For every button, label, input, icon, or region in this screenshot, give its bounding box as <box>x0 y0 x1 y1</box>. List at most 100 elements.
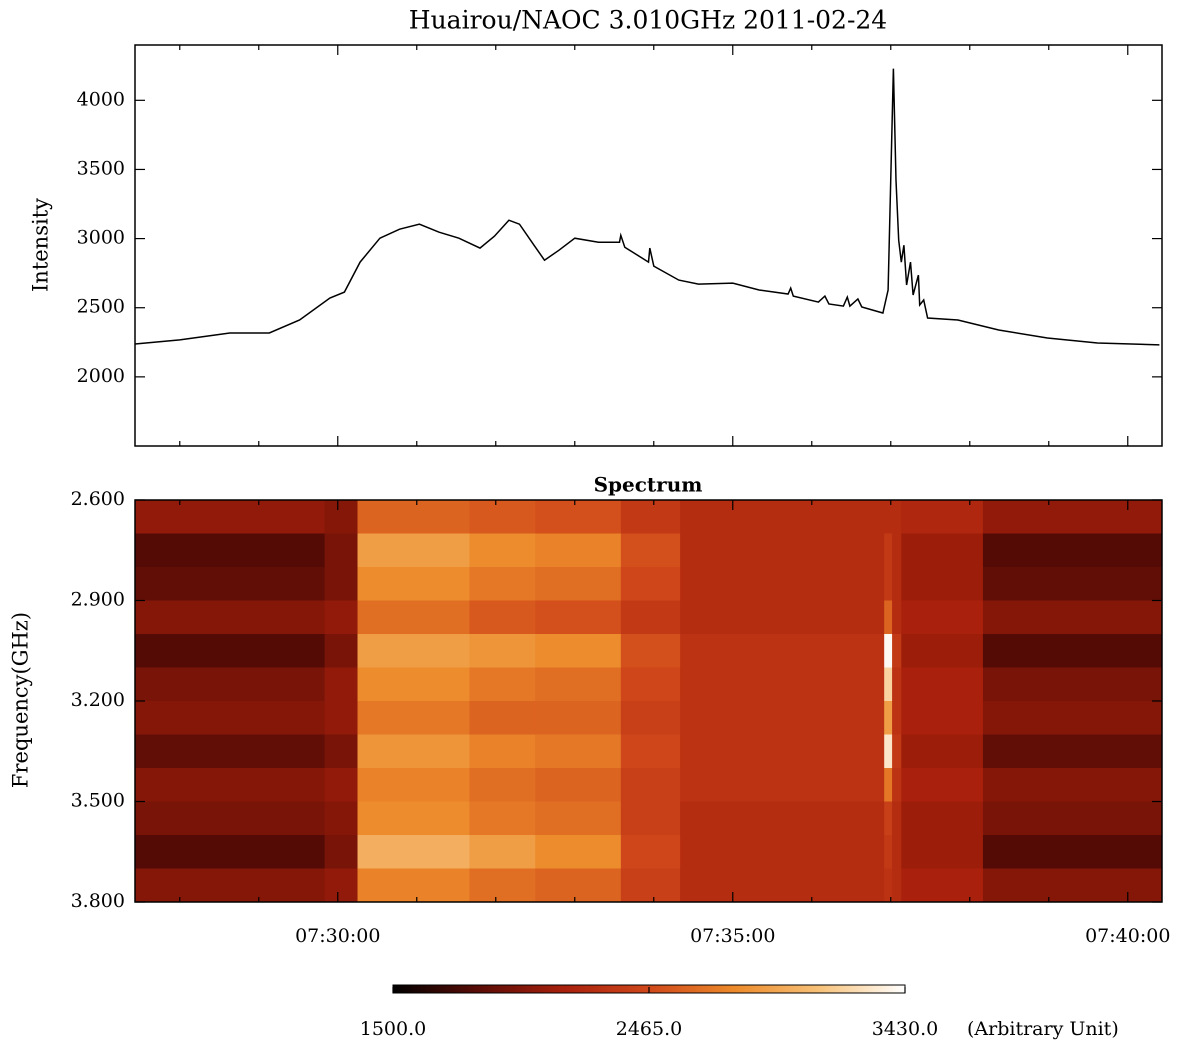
heatmap-cell <box>892 768 902 802</box>
y-axis-label: Frequency(GHz) <box>9 612 33 788</box>
heatmap-cell <box>357 667 470 702</box>
heatmap-cell <box>324 835 359 869</box>
heatmap-cell <box>135 734 326 769</box>
heatmap-cell <box>884 634 893 668</box>
heatmap-cell <box>982 868 1163 903</box>
heatmap-cell <box>469 868 536 903</box>
heatmap-cell <box>884 768 893 802</box>
heatmap-cell <box>324 567 359 601</box>
heatmap-cell <box>324 868 359 903</box>
heatmap-cell <box>901 667 984 702</box>
heatmap-cell <box>982 600 1163 635</box>
heatmap-cell <box>324 667 359 702</box>
heatmap-cell <box>982 567 1163 601</box>
heatmap-cell <box>892 533 902 568</box>
plot-frame <box>134 44 1163 447</box>
heatmap-cell <box>884 801 893 836</box>
heatmap-cell <box>535 801 622 836</box>
heatmap-cell <box>620 533 681 568</box>
heatmap-cell <box>357 768 470 802</box>
heatmap-cell <box>892 734 902 769</box>
heatmap-cell <box>620 734 681 769</box>
heatmap-cell <box>884 868 893 903</box>
heatmap-cell <box>901 768 984 802</box>
heatmap-cell <box>680 801 885 836</box>
heatmap-cell <box>535 868 622 903</box>
heatmap-cell <box>324 500 359 534</box>
heatmap-cell <box>901 500 984 534</box>
heatmap-cell <box>469 801 536 836</box>
heatmap-cell <box>535 600 622 635</box>
heatmap-cell <box>884 734 893 769</box>
x-tick-label: 07:35:00 <box>690 925 775 947</box>
heatmap-cell <box>135 835 326 869</box>
heatmap-cell <box>135 567 326 601</box>
heatmap-cell <box>901 868 984 903</box>
heatmap-cell <box>324 701 359 735</box>
y-tick-label: 2500 <box>77 296 125 318</box>
heatmap-cell <box>535 835 622 869</box>
heatmap-cell <box>324 801 359 836</box>
heatmap-cell <box>324 533 359 568</box>
heatmap-cell <box>357 567 470 601</box>
colorbar-tick-label: 2465.0 <box>616 1018 682 1040</box>
heatmap-cell <box>680 835 885 869</box>
heatmap-cell <box>884 835 893 869</box>
heatmap-cell <box>535 768 622 802</box>
chart-title: Huairou/NAOC 3.010GHz 2011-02-24 <box>409 6 887 35</box>
heatmap-cell <box>892 500 902 534</box>
heatmap-cell <box>620 701 681 735</box>
heatmap-cell <box>469 701 536 735</box>
y-tick-label: 3000 <box>77 227 125 249</box>
heatmap-cell <box>892 600 902 635</box>
heatmap-cell <box>892 868 902 903</box>
heatmap-cell <box>982 734 1163 769</box>
heatmap-cell <box>892 701 902 735</box>
heatmap-cell <box>135 868 326 903</box>
heatmap-cell <box>357 600 470 635</box>
heatmap-cell <box>469 500 536 534</box>
x-tick-label: 07:40:00 <box>1085 925 1170 947</box>
heatmap-cell <box>535 500 622 534</box>
heatmap-cell <box>620 835 681 869</box>
y-tick-label: 2.900 <box>71 589 125 611</box>
heatmap-cell <box>680 634 885 668</box>
heatmap-cell <box>620 868 681 903</box>
heatmap-cell <box>135 533 326 568</box>
heatmap-cell <box>892 567 902 601</box>
heatmap-cell <box>469 768 536 802</box>
heatmap-cell <box>620 567 681 601</box>
heatmap-cell <box>469 734 536 769</box>
heatmap-cell <box>982 533 1163 568</box>
heatmap-cell <box>680 768 885 802</box>
y-axis-label: Intensity <box>29 198 53 292</box>
heatmap-cell <box>135 801 326 836</box>
heatmap-cell <box>469 567 536 601</box>
heatmap-cell <box>620 600 681 635</box>
heatmap-cell <box>680 667 885 702</box>
y-tick-label: 2000 <box>77 365 125 387</box>
heatmap-cell <box>469 600 536 635</box>
heatmap-cell <box>357 634 470 668</box>
heatmap-cell <box>324 734 359 769</box>
heatmap-cell <box>135 701 326 735</box>
heatmap-cell <box>884 600 893 635</box>
heatmap-cell <box>324 600 359 635</box>
heatmap-cell <box>357 500 470 534</box>
heatmap-cell <box>469 835 536 869</box>
heatmap-cell <box>469 667 536 702</box>
heatmap-cell <box>135 634 326 668</box>
heatmap-cell <box>680 500 885 534</box>
heatmap-cell <box>901 634 984 668</box>
heatmap-cell <box>535 634 622 668</box>
plot-frame <box>134 499 1163 903</box>
heatmap-cell <box>982 768 1163 802</box>
heatmap-cell <box>135 768 326 802</box>
heatmap-cell <box>680 533 885 568</box>
colorbar-tick-label: 1500.0 <box>360 1018 426 1040</box>
heatmap-cell <box>680 600 885 635</box>
heatmap-cell <box>884 533 893 568</box>
heatmap-cell <box>357 734 470 769</box>
heatmap-cell <box>357 533 470 568</box>
